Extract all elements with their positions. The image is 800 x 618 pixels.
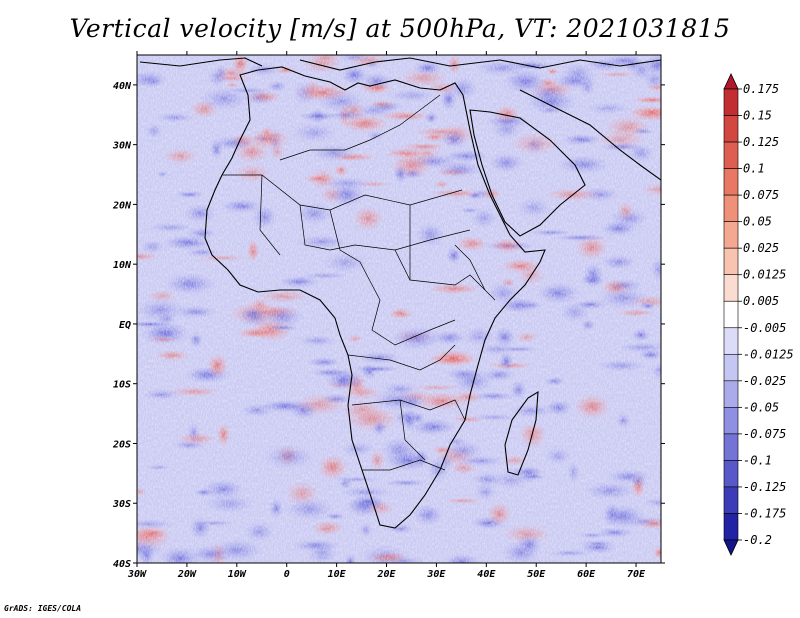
colorbar-label: -0.125	[743, 480, 786, 494]
colorbar-label: -0.175	[743, 506, 786, 520]
colorbar-label: -0.05	[743, 400, 779, 414]
lon-tick-label: 30E	[426, 569, 446, 580]
colorbar-label: -0.075	[743, 427, 786, 441]
lat-tick-label: 30N	[112, 141, 132, 152]
lat-tick-label: EQ	[119, 320, 131, 331]
colorbar-label: -0.0125	[743, 347, 794, 361]
lat-tick-label: 20N	[112, 200, 132, 211]
colorbar-segment	[723, 486, 739, 514]
colorbar-segment	[723, 247, 739, 276]
lon-tick-label: 40E	[477, 569, 496, 580]
lat-tick-label: 10N	[113, 260, 132, 271]
lon-tick-label: 30W	[127, 569, 147, 580]
colorbar-label: 0.125	[743, 135, 779, 149]
colorbar-segment	[723, 115, 739, 143]
lat-tick-label: 40N	[113, 81, 132, 92]
lat-tick-label: 40S	[113, 559, 131, 570]
colorbar-segment	[723, 433, 739, 461]
colorbar-segment	[723, 274, 739, 302]
colorbar-segment	[723, 168, 739, 196]
colorbar-label: 0.0125	[743, 268, 786, 282]
colorbar-label: -0.005	[743, 321, 786, 335]
arabia-coastline	[469, 109, 586, 237]
madagascar-coastline	[504, 390, 539, 476]
colorbar-bottom-arrow	[723, 539, 739, 556]
colorbar-label: 0.075	[743, 188, 779, 202]
colorbar-segment	[723, 300, 739, 329]
lon-tick-label: 10E	[328, 569, 347, 580]
colorbar-segment	[723, 88, 739, 116]
axis-ticks: 30W 20W 10W 0 10E 20E 30E 40E 50E 60E 70E 40N 30N 20N…	[112, 51, 665, 580]
colorbar-segment	[723, 513, 739, 541]
colorbar: 0.175 0.15 0.125 0.1 0.075 0.05 0.025 0.0125 0.0…	[723, 73, 794, 556]
colorbar-label: 0.175	[743, 82, 779, 96]
country-borders	[222, 94, 496, 471]
lon-tick-label: 70E	[627, 569, 646, 580]
coastlines	[139, 57, 661, 529]
colorbar-label: -0.1	[743, 453, 772, 467]
europe-coastline	[139, 57, 661, 71]
colorbar-label: 0.005	[743, 294, 779, 308]
colorbar-label: -0.025	[743, 374, 786, 388]
colorbar-segment	[723, 194, 739, 222]
lat-tick-label: 10S	[113, 380, 131, 391]
colorbar-segment	[723, 327, 739, 355]
velocity-field	[137, 55, 661, 563]
colorbar-label: 0.025	[743, 241, 779, 255]
chart-title: Vertical velocity [m/s] at 500hPa, VT: 2…	[69, 14, 731, 43]
lon-tick-label: 10W	[228, 569, 247, 580]
lon-tick-label: 20W	[177, 569, 197, 580]
persia-coastline	[519, 89, 661, 181]
plot-frame	[136, 54, 662, 564]
colorbar-segment	[723, 407, 739, 435]
colorbar-label: -0.2	[743, 533, 772, 547]
colorbar-label: 0.05	[743, 215, 772, 229]
lon-tick-label: 60E	[577, 569, 596, 580]
lat-tick-label: 30S	[112, 499, 131, 510]
lat-tick-label: 20S	[112, 439, 131, 450]
colorbar-segment	[723, 380, 739, 408]
lon-tick-label: 20E	[376, 569, 396, 580]
colorbar-segment	[723, 221, 739, 249]
colorbar-segment	[723, 353, 739, 382]
colorbar-top-arrow	[723, 73, 739, 90]
lon-tick-label: 0	[284, 569, 290, 580]
colorbar-segment	[723, 460, 739, 488]
colorbar-label: 0.1	[743, 162, 765, 176]
africa-coastline	[204, 66, 546, 529]
credit-text: GrADS: IGES/COLA	[4, 604, 82, 613]
colorbar-segment	[723, 141, 739, 169]
colorbar-label: 0.15	[743, 109, 772, 123]
lon-tick-label: 50E	[527, 569, 546, 580]
field-texture	[137, 55, 661, 563]
